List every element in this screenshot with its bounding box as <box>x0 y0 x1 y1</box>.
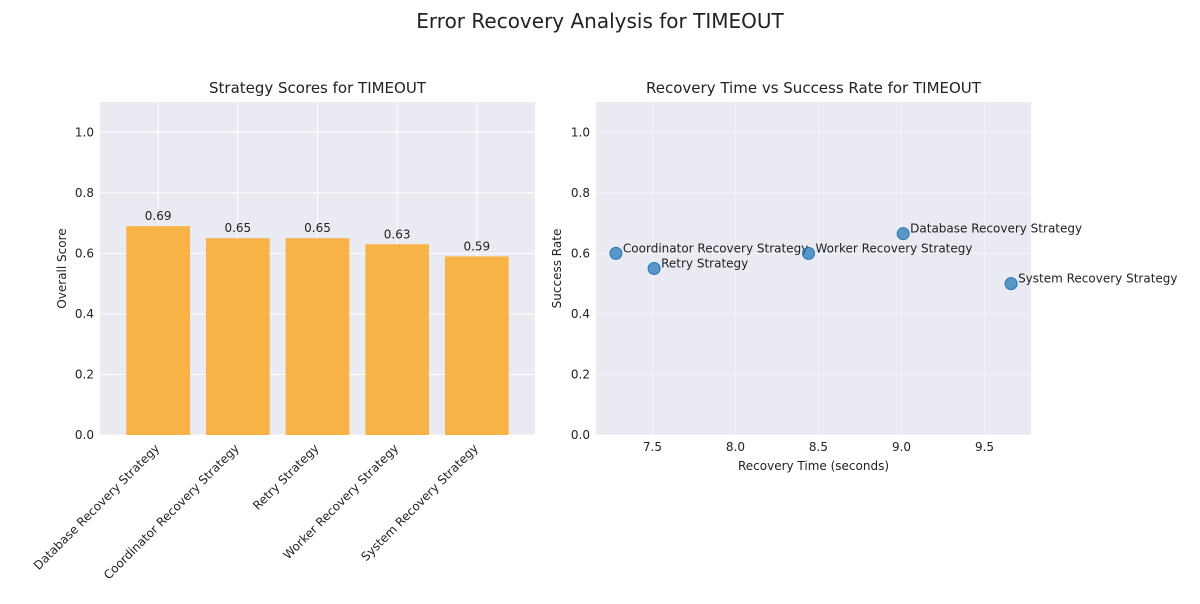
bar-x-tick-label: Database Recovery Strategy <box>31 441 162 572</box>
bar <box>126 226 191 435</box>
scatter-x-tick-label: 9.5 <box>975 440 994 454</box>
figure-title: Error Recovery Analysis for TIMEOUT <box>416 9 784 33</box>
scatter-marks: Coordinator Recovery Strategy Retry Strat… <box>609 222 1178 291</box>
scatter-chart-title: Recovery Time vs Success Rate for TIMEOU… <box>646 79 982 97</box>
scatter-y-axis-label: Success Rate <box>550 229 564 309</box>
bar-data-label: 0.69 <box>145 209 172 223</box>
scatter-y-tick-label: 0.0 <box>571 428 590 442</box>
bar-x-tick-label: Coordinator Recovery Strategy <box>101 441 242 582</box>
scatter-y-tick-label: 0.2 <box>571 367 590 381</box>
bar-y-axis-label: Overall Score <box>55 228 69 308</box>
scatter-x-tick-label: 8.5 <box>809 440 828 454</box>
bar-data-label: 0.59 <box>463 239 490 253</box>
bar <box>285 238 350 435</box>
bar-x-tick-label: Retry Strategy <box>250 441 322 513</box>
scatter-point-label: Worker Recovery Strategy <box>816 241 973 255</box>
scatter-y-tick-label: 0.8 <box>571 186 590 200</box>
bar-y-tick-label: 0.8 <box>75 186 94 200</box>
scatter-point <box>609 246 623 260</box>
scatter-x-tick-label: 9.0 <box>892 440 911 454</box>
bar-data-label: 0.65 <box>304 221 331 235</box>
bar-y-tick-label: 0.0 <box>75 428 94 442</box>
scatter-y-tick-label: 0.6 <box>571 246 590 260</box>
bar-y-tick-label: 0.2 <box>75 367 94 381</box>
scatter-point <box>802 246 816 260</box>
scatter-ticks: 0.0 0.2 0.4 0.6 0.8 1.0 7.5 8.0 8.5 9.0 9.5 <box>571 125 994 454</box>
bar <box>444 256 509 435</box>
scatter-point <box>647 262 661 275</box>
bar <box>205 238 270 435</box>
scatter-y-tick-label: 0.4 <box>571 307 590 321</box>
scatter-point-label: Coordinator Recovery Strategy <box>623 241 808 255</box>
scatter-point-label: Retry Strategy <box>661 257 748 271</box>
bar-data-label: 0.65 <box>224 221 251 235</box>
scatter-point <box>896 227 910 241</box>
scatter-y-tick-label: 1.0 <box>571 125 590 139</box>
bar-chart: 0.69 0.65 0.65 0.63 0.59 0.0 0.2 0.4 0.6 0.8 1.0 D… <box>31 79 535 582</box>
bar-data-label: 0.63 <box>384 227 411 241</box>
scatter-x-axis-label: Recovery Time (seconds) <box>738 459 889 473</box>
bar-y-tick-label: 1.0 <box>75 125 94 139</box>
bar <box>365 244 430 435</box>
bar-chart-title: Strategy Scores for TIMEOUT <box>209 79 427 97</box>
bar-y-tick-label: 0.4 <box>75 307 94 321</box>
scatter-chart: Coordinator Recovery Strategy Retry Strat… <box>550 79 1178 473</box>
scatter-point-label: System Recovery Strategy <box>1018 272 1177 286</box>
bar-marks: 0.69 0.65 0.65 0.63 0.59 <box>126 209 509 435</box>
bar-y-tick-label: 0.6 <box>75 246 94 260</box>
scatter-point <box>1004 277 1018 291</box>
scatter-x-tick-label: 7.5 <box>643 440 662 454</box>
scatter-point-label: Database Recovery Strategy <box>910 222 1082 236</box>
scatter-plot-area <box>596 102 1031 435</box>
scatter-x-tick-label: 8.0 <box>726 440 745 454</box>
